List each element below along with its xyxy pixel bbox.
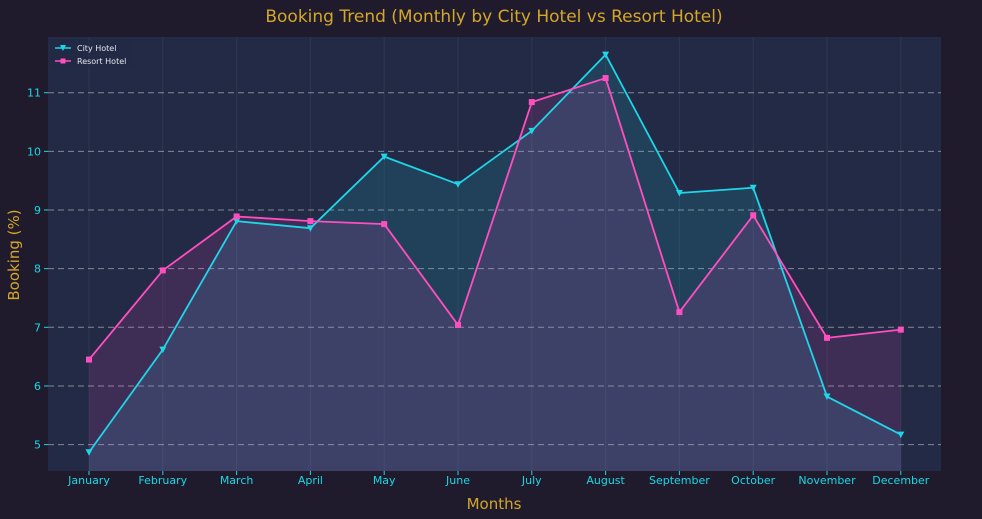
grid-lines [48,37,941,471]
marker-city-may [380,153,388,161]
legend-label-resort: Resort Hotel [77,57,126,66]
y-tick-label-6: 6 [34,380,41,393]
marker-city-august [602,51,610,59]
legend-marker-city [60,45,66,51]
area-fill-city [89,54,901,471]
marker-city-november [823,393,831,401]
chart-title: Booking Trend (Monthly by City Hotel vs … [265,7,722,27]
x-tick-label-february: February [138,474,187,487]
legend-entry-resort: Resort Hotel [55,57,126,66]
marker-resort-august [602,75,609,82]
marker-resort-june [455,321,461,328]
series-line-city [88,53,902,453]
x-tick-label-december: December [872,474,930,487]
x-tick-label-june: June [445,474,470,487]
series-line-resort [88,77,901,361]
marker-resort-november [824,334,830,341]
y-tick-label-8: 8 [34,263,41,276]
area-fills [89,54,901,472]
marker-resort-october [750,212,757,219]
x-tick-labels: January February March April May June July Augu… [67,471,930,487]
area-fill-resort [89,78,901,472]
marker-resort-september [676,309,683,316]
y-tick-labels: 5 6 7 8 9 10 11 [27,87,48,452]
x-axis-label: Months [467,495,522,513]
plot-area [48,37,941,471]
x-tick-label-january: January [67,474,110,487]
marker-resort-april [307,218,314,225]
legend-entry-city: City Hotel [55,44,116,53]
marker-resort-march [233,213,240,220]
x-tick-label-march: March [220,474,254,487]
x-tick-label-may: May [373,474,396,487]
y-axis-label: Booking (%) [5,209,23,300]
marker-city-february [159,346,167,354]
x-tick-label-november: November [798,474,856,487]
series-markers [85,51,905,456]
marker-resort-may [381,221,388,228]
marker-city-march [233,218,241,225]
marker-city-july [528,127,536,135]
y-tick-label-11: 11 [27,87,41,100]
x-tick-label-september: September [649,474,710,487]
x-tick-label-august: August [586,474,625,487]
y-tick-label-9: 9 [34,204,41,217]
y-tick-label-5: 5 [34,439,41,452]
marker-resort-january [86,356,92,363]
series-lines [88,53,902,453]
legend-label-city: City Hotel [77,44,116,53]
legend: City Hotel Resort Hotel [51,40,135,69]
y-tick-label-7: 7 [34,321,41,334]
x-tick-label-july: July [521,474,542,487]
marker-city-december [897,431,905,439]
marker-resort-february [159,267,166,274]
marker-city-october [749,184,757,192]
x-tick-label-october: October [731,474,775,487]
marker-city-january [85,449,93,456]
marker-city-june [454,181,462,188]
marker-resort-july [528,99,535,106]
marker-city-september [675,190,683,197]
marker-resort-december [897,326,904,333]
legend-marker-resort [60,58,66,64]
x-tick-label-april: April [298,474,323,487]
legend-box [51,40,135,69]
y-tick-label-10: 10 [27,145,41,158]
marker-city-april [306,225,314,232]
